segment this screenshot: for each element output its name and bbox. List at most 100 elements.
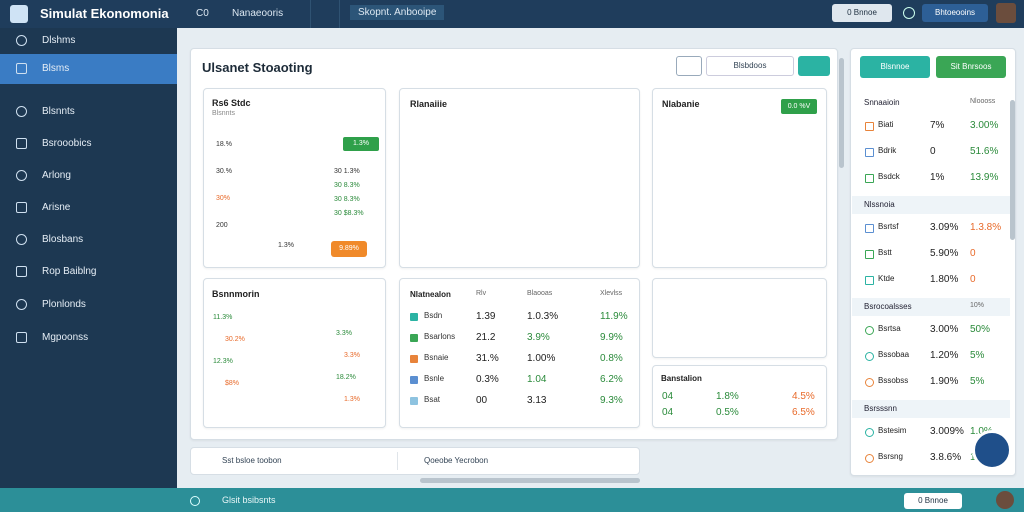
label: Arlong (42, 170, 71, 181)
section-header (852, 400, 1010, 418)
label: 21.2 (476, 332, 496, 343)
label: 18.2% (336, 374, 356, 381)
icon (16, 106, 27, 117)
label: Bsarlons (424, 332, 456, 341)
button[interactable]: Sit Bnrsoos (936, 56, 1006, 78)
icon (16, 202, 27, 213)
tab[interactable]: Nanaeooris (232, 8, 284, 19)
label: 1.3% (344, 396, 360, 403)
label: Blsnnts (212, 110, 235, 117)
icon (16, 63, 27, 74)
label: 5% (970, 376, 985, 387)
label: 1.39 (476, 311, 496, 322)
label: Nloooss (970, 98, 996, 105)
search-input[interactable]: Qoeobe Yecrobon (424, 456, 489, 465)
label: Bsrocoalsses (864, 302, 912, 311)
icon-button[interactable] (798, 56, 830, 76)
scrollbar (420, 478, 640, 483)
icon (410, 334, 418, 342)
icon (16, 266, 27, 277)
label: 30 8.3% (334, 182, 360, 189)
label: 30.% (216, 168, 232, 175)
label: Blsnnts (42, 106, 75, 117)
label: Bssobss (878, 376, 909, 385)
label: Bsrsssnn (864, 404, 897, 413)
icon (865, 174, 874, 183)
icon (410, 355, 418, 363)
section-header (852, 196, 1010, 214)
tab[interactable]: C0 (196, 8, 209, 19)
label: Bsdn (424, 311, 443, 320)
label: Banstalion (661, 374, 702, 383)
icon (16, 138, 27, 149)
icon (16, 35, 27, 46)
toolbar-button[interactable]: Blsbdoos (706, 56, 794, 76)
label: Bssobaa (878, 350, 910, 359)
button[interactable]: 0 Bnnoe (904, 493, 962, 509)
label: 0 (970, 248, 976, 259)
icon-button[interactable] (676, 56, 702, 76)
widget-card (652, 88, 827, 268)
label: 30 8.3% (334, 196, 360, 203)
label: Snnaaioin (864, 98, 900, 107)
button[interactable]: Blsnnoe (860, 56, 930, 78)
label: 5.90% (930, 248, 959, 259)
icon (903, 7, 915, 19)
tab[interactable]: Skopnt. Anbooipe (350, 5, 445, 20)
widget-card (399, 88, 640, 268)
label: 3.009% (930, 426, 964, 437)
footer (0, 488, 1024, 512)
label: 1.3.8% (970, 222, 1002, 233)
label: Ktde (878, 274, 895, 283)
label: Bstt (878, 248, 892, 257)
icon (865, 148, 874, 157)
label: Rop Baiblng (42, 266, 97, 277)
label: 1.0.3% (527, 311, 559, 322)
badge: 0.0 %V (781, 99, 817, 114)
label: 3.8.6% (930, 452, 962, 463)
label: 9.3% (600, 395, 623, 406)
label: 11.9% (600, 311, 628, 322)
chat-button[interactable] (972, 430, 1012, 470)
icon (865, 454, 874, 463)
label: Ulsanet Stoaoting (202, 60, 313, 75)
label: 6.5% (792, 407, 815, 418)
label: Mgpoonss (42, 332, 89, 343)
button[interactable]: 0 Bnnoe (832, 4, 892, 22)
label: 1.20% (930, 350, 959, 361)
button[interactable]: Bhtoeooins (922, 4, 988, 22)
label: Bsrooobics (42, 138, 92, 149)
search-input[interactable]: Sst bsloe toobon (204, 452, 398, 470)
label: Dlshms (42, 35, 76, 46)
label: Blaooas (527, 290, 553, 297)
label: 1.04 (527, 374, 547, 385)
label: 9.9% (600, 332, 623, 343)
label: Bsrsng (878, 452, 903, 461)
widget-card (399, 278, 640, 428)
label: 04 (662, 391, 674, 402)
icon (16, 332, 27, 343)
widget-card (203, 278, 386, 428)
label: Bsnnmorin (212, 289, 260, 299)
badge: 9.89% (331, 241, 367, 257)
section-header (852, 94, 1010, 112)
icon (865, 122, 874, 131)
label: 10% (970, 302, 985, 309)
label: 31.% (476, 353, 499, 364)
label: 00 (476, 395, 488, 406)
label: 0 (970, 274, 976, 285)
label: 3.13 (527, 395, 547, 406)
label: Nlatnealon (410, 290, 451, 299)
icon (16, 234, 27, 245)
label: 13.9% (970, 172, 999, 183)
icon (16, 299, 27, 310)
icon (16, 170, 27, 181)
label: Bstesim (878, 426, 907, 435)
label: 12.3% (213, 358, 233, 365)
label: 1.80% (930, 274, 959, 285)
label: 11.3% (213, 314, 233, 321)
label: 3.00% (970, 120, 999, 131)
label: 30% (216, 195, 231, 202)
label: 30 1.3% (334, 168, 360, 175)
